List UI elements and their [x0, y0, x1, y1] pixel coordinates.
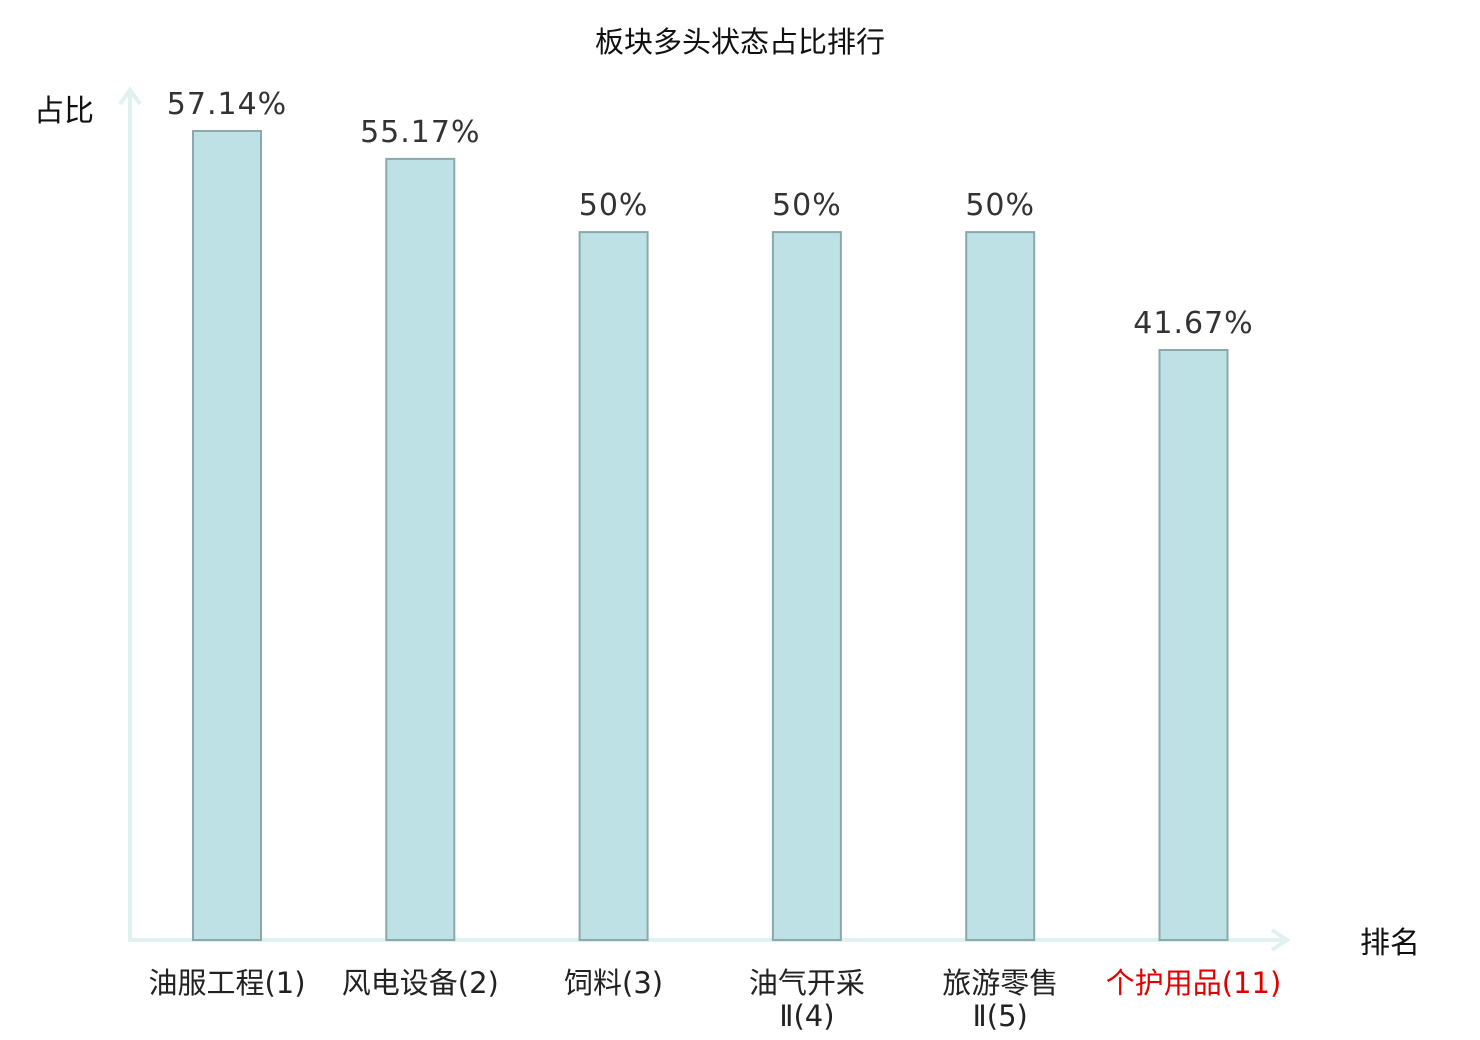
x-axis-arrow-icon — [1270, 928, 1291, 952]
bar-value-label: 41.67% — [1133, 306, 1253, 341]
y-axis-label: 占比 — [34, 94, 94, 129]
chart-title: 板块多头状态占比排行 — [595, 25, 885, 59]
bar — [771, 231, 842, 942]
bar — [192, 130, 262, 941]
category-label: 饲料(3) — [564, 966, 663, 1000]
category-label: 油服工程(1) — [148, 966, 305, 1000]
x-axis-label: 排名 — [1360, 926, 1420, 961]
category-label: 风电设备(2) — [342, 966, 499, 1000]
bar-value-label: 55.17% — [360, 115, 480, 150]
bar — [385, 157, 456, 941]
category-label: 旅游零售 — [942, 966, 1058, 1000]
bar-value-label: 50% — [965, 188, 1035, 223]
x-axis — [128, 928, 1291, 952]
value-labels-group: 57.14% 55.17% 50% 50% 50% 41.67% — [167, 87, 1253, 341]
bar-value-label: 50% — [772, 188, 842, 223]
y-axis-arrow-icon — [118, 86, 142, 106]
bars-group — [192, 130, 1229, 942]
category-label: 油气开采 — [749, 966, 865, 1000]
category-label-highlighted: 个护用品(11) — [1106, 966, 1282, 1000]
category-label: Ⅱ(5) — [973, 999, 1028, 1033]
bar — [965, 231, 1036, 942]
bar-value-label: 57.14% — [167, 87, 287, 122]
bar-value-label: 50% — [579, 188, 649, 223]
category-label: Ⅱ(4) — [779, 999, 834, 1033]
bar — [578, 231, 649, 942]
y-axis — [118, 86, 142, 940]
bar — [1158, 349, 1229, 941]
